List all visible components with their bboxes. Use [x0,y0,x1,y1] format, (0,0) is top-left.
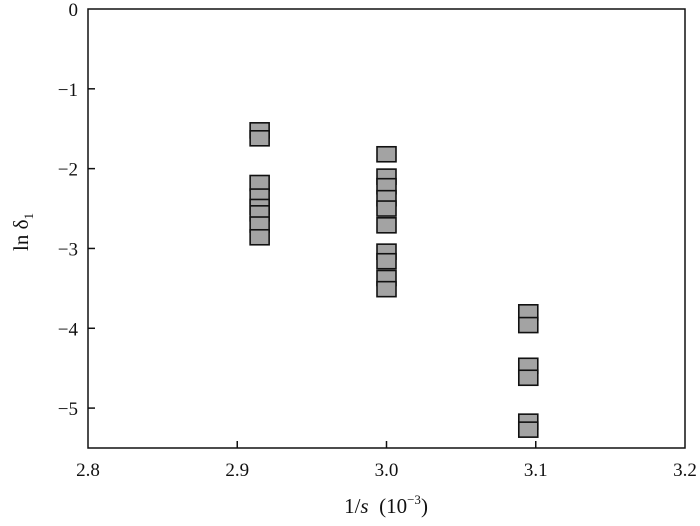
x-tick-label: 3.0 [375,460,399,481]
x-tick-label: 3.1 [524,460,548,481]
x-tick-label: 2.9 [225,460,249,481]
data-point [249,228,270,246]
data-point [517,369,539,387]
data-point [376,200,397,217]
data-point [376,280,397,298]
data-point [249,130,270,147]
x-axis: 2.8 2.9 3.0 3.1 3.2 [76,441,697,481]
data-point [376,252,397,270]
data-point [517,316,539,334]
data-points [249,122,539,438]
data-point [517,421,539,438]
x-axis-label: 1/s (10−3) [344,492,428,518]
y-tick-label: −5 [58,399,78,420]
y-tick-label: 0 [69,0,79,21]
data-point [249,174,270,192]
y-tick-label: −2 [58,160,78,181]
y-tick-label: −3 [58,239,78,260]
data-point [376,145,397,163]
y-axis-label: ln δ1 [9,213,36,251]
x-tick-label: 3.2 [673,460,697,481]
y-tick-label: −4 [58,319,79,340]
data-point [376,217,397,234]
y-tick-label: −1 [58,80,78,101]
y-axis: 0 −1 −2 −3 −4 −5 [58,0,95,420]
x-tick-label: 2.8 [76,460,100,481]
